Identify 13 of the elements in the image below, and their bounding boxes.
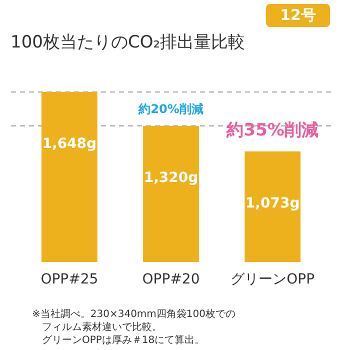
text: グリーンOPPは厚み＃18にて算出。 — [41, 334, 206, 347]
data-label: 1,648g — [42, 136, 97, 152]
annotation: 約35%削減 — [226, 120, 318, 140]
chart-title: 100枚当たりのCO₂排出量比較 — [10, 32, 246, 52]
text: 12号 — [266, 4, 330, 27]
text: ※当社調べ。230×340mm四角袋100枚での — [32, 308, 236, 321]
x-tick-label: OPP#25 — [40, 272, 98, 288]
text: フィルム素材違いで比較。 — [41, 321, 163, 334]
annotation: 約20%削減 — [138, 102, 204, 116]
x-tick-label: OPP#20 — [142, 272, 200, 288]
data-label: 1,073g — [245, 195, 300, 212]
x-tick-label: グリーンOPP — [230, 272, 315, 288]
data-label: 1,320g — [144, 170, 198, 186]
